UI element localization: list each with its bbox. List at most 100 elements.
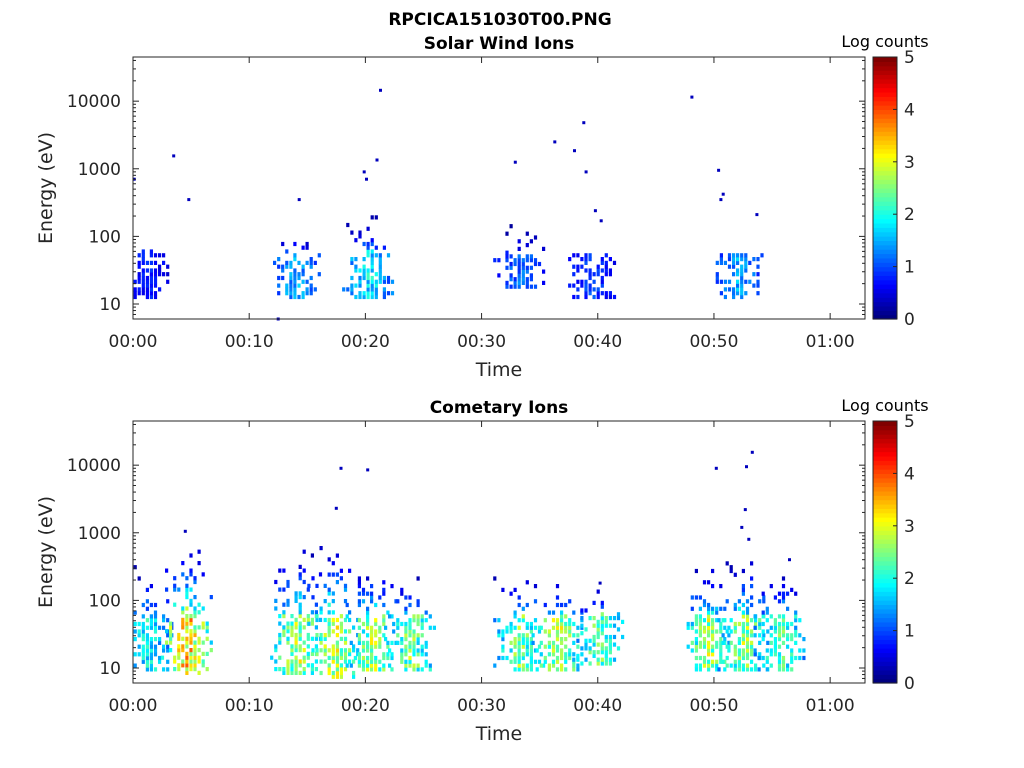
cell	[193, 667, 197, 672]
cell	[149, 275, 153, 281]
cell	[596, 619, 600, 624]
cell	[153, 637, 158, 642]
cell	[745, 599, 750, 604]
cell	[604, 264, 608, 269]
cell	[761, 591, 765, 596]
cell	[386, 652, 390, 657]
cell	[189, 648, 193, 653]
cell	[745, 637, 750, 642]
cell	[525, 280, 529, 285]
cell	[543, 629, 547, 634]
y-tick-label: 100	[89, 227, 121, 247]
colorbar-segment	[873, 253, 897, 259]
cell	[149, 663, 153, 668]
cell	[535, 667, 539, 672]
cell	[600, 600, 604, 605]
cell	[133, 565, 137, 570]
cell	[420, 667, 424, 672]
cell	[753, 625, 757, 630]
cell	[166, 648, 170, 653]
cell	[513, 637, 517, 642]
cell	[745, 652, 750, 657]
cell	[270, 655, 274, 660]
cell	[370, 629, 374, 634]
cell	[145, 275, 149, 281]
cell	[361, 659, 366, 664]
cell	[158, 253, 162, 258]
cell	[162, 614, 166, 619]
cell	[744, 260, 748, 265]
cell	[153, 625, 158, 630]
colorbar-segment	[873, 109, 897, 115]
cell	[517, 261, 521, 267]
cell	[757, 667, 761, 672]
cell	[719, 260, 723, 265]
cell	[521, 655, 525, 661]
cell	[141, 257, 145, 262]
cell	[794, 629, 798, 634]
cell	[404, 621, 408, 627]
cell	[404, 633, 408, 638]
cell	[707, 659, 711, 664]
cell	[181, 644, 185, 649]
colorbar-segment	[873, 284, 897, 290]
cell	[596, 631, 600, 636]
colorbar-segment	[873, 547, 897, 553]
cell	[362, 241, 366, 247]
cell	[408, 663, 412, 668]
cell	[386, 640, 390, 645]
cell	[290, 663, 294, 668]
cell	[158, 287, 162, 292]
cell	[737, 621, 741, 627]
cell	[616, 627, 621, 632]
cell	[698, 625, 702, 630]
cell	[741, 640, 745, 645]
cell	[745, 610, 750, 615]
cell	[315, 652, 319, 657]
cell	[315, 614, 319, 619]
x-tick-label: 00:50	[689, 332, 738, 352]
cell	[745, 625, 750, 630]
colorbar-segment	[873, 469, 897, 474]
cell	[158, 659, 162, 664]
cell	[374, 663, 378, 668]
cell	[193, 655, 197, 660]
colorbar-tick-label: 0	[904, 310, 915, 330]
cell	[758, 621, 762, 627]
cell	[588, 287, 592, 292]
cell	[314, 659, 318, 664]
cell	[533, 258, 538, 263]
cell	[185, 644, 189, 649]
colorbar-segment	[873, 674, 897, 680]
cell	[412, 652, 416, 657]
cell	[173, 667, 177, 672]
cell	[335, 655, 339, 660]
cell	[758, 625, 762, 630]
cell	[386, 644, 390, 649]
cell	[781, 633, 786, 638]
cell	[744, 268, 748, 273]
cell	[404, 606, 408, 611]
cell	[537, 625, 542, 630]
cell	[733, 621, 737, 627]
cell	[378, 640, 382, 645]
cell	[781, 599, 786, 604]
cell	[306, 651, 310, 656]
cell	[311, 576, 315, 581]
cell	[408, 640, 412, 645]
cell	[744, 264, 748, 269]
cell	[302, 625, 306, 630]
cell	[493, 258, 497, 263]
cell	[719, 637, 723, 642]
cell	[185, 606, 189, 611]
cell	[298, 576, 302, 581]
cell	[539, 663, 543, 668]
cell	[584, 642, 588, 647]
cell	[719, 625, 723, 630]
colorbar-segment	[873, 425, 897, 431]
cell	[356, 633, 360, 638]
cell	[343, 648, 348, 653]
cell	[723, 667, 727, 672]
cell	[517, 239, 521, 244]
cell	[181, 636, 185, 641]
